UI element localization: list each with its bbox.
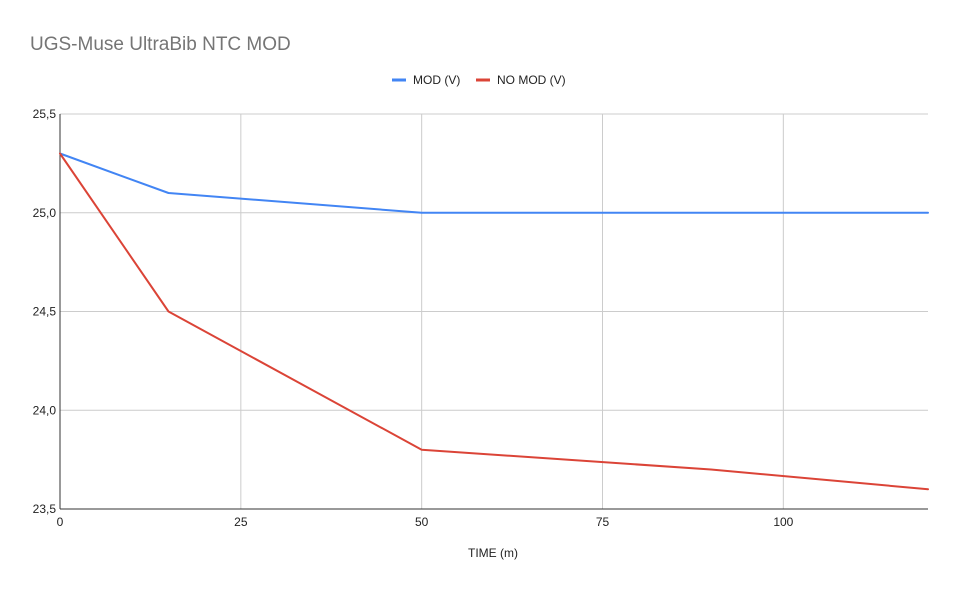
series [59,152,929,491]
y-tick-label: 24,5 [33,305,57,319]
x-axis-title: TIME (m) [468,546,518,560]
x-tick-label: 25 [234,515,248,529]
y-tick-label: 25,0 [33,206,57,220]
series-line-no-mod [59,152,929,491]
legend-label-mod: MOD (V) [413,73,460,87]
series-line-mod [59,152,929,214]
tick-labels: 23,5 24,0 24,5 25,0 25,5 0 25 50 75 100 [33,107,794,529]
axes [59,114,928,510]
x-tick-label: 0 [57,515,64,529]
legend: MOD (V) NO MOD (V) [392,73,566,87]
y-tick-label: 24,0 [33,403,57,417]
chart-title: UGS-Muse UltraBib NTC MOD [30,34,291,55]
grid [60,113,928,509]
x-tick-label: 100 [773,515,793,529]
y-tick-label: 23,5 [33,502,57,516]
y-tick-label: 25,5 [33,107,57,121]
x-tick-label: 50 [415,515,429,529]
legend-label-no-mod: NO MOD (V) [497,73,566,87]
x-tick-label: 75 [596,515,610,529]
